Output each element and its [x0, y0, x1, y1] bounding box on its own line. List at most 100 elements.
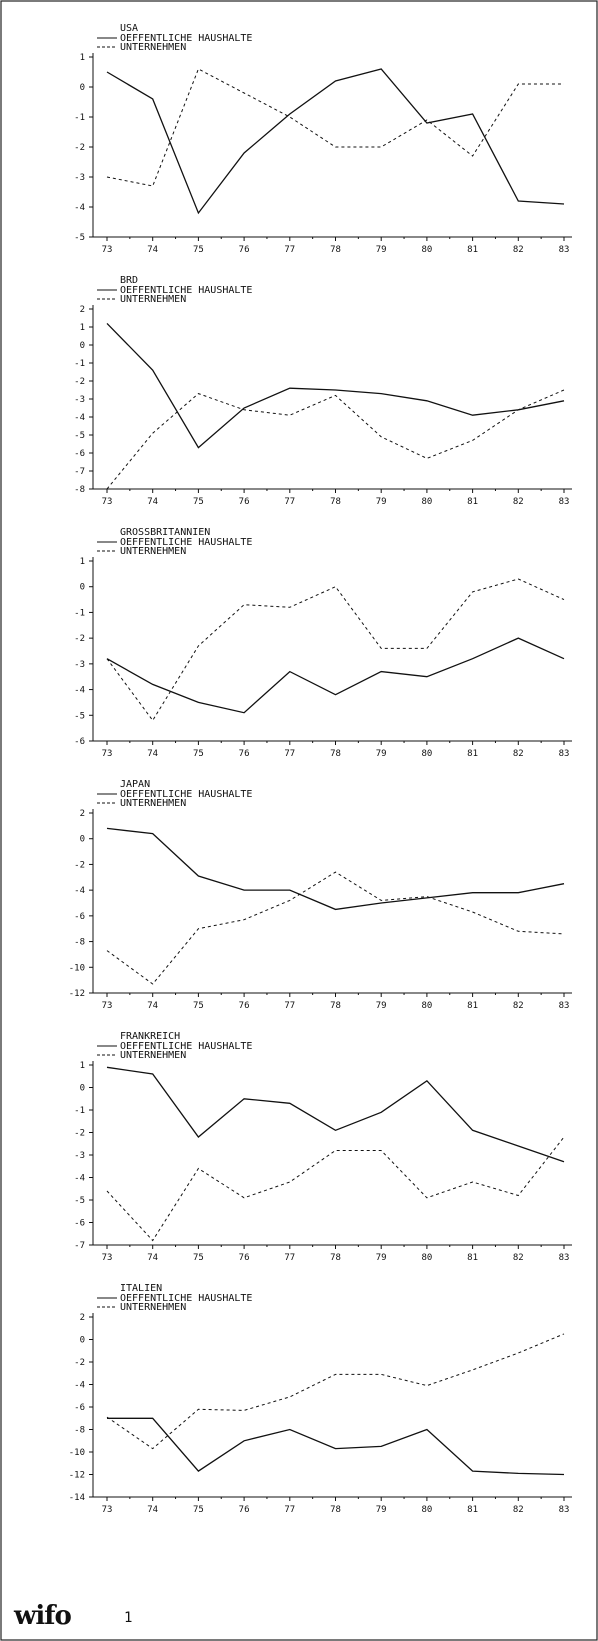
y-tick-label: -12 [69, 1471, 85, 1481]
x-tick-label: 75 [193, 1253, 204, 1263]
x-tick-label: 80 [421, 1001, 432, 1011]
x-tick-label: 73 [102, 749, 113, 759]
x-tick-label: 78 [330, 245, 341, 255]
y-tick-label: -4 [74, 413, 85, 423]
x-tick-label: 74 [147, 1253, 158, 1263]
x-tick-label: 73 [102, 1001, 113, 1011]
x-tick-label: 75 [193, 245, 204, 255]
y-tick-label: -2 [74, 634, 85, 644]
y-tick-label: -3 [74, 660, 85, 670]
x-tick-label: 83 [559, 1505, 570, 1515]
x-tick-label: 78 [330, 1253, 341, 1263]
y-tick-label: 0 [80, 835, 85, 845]
y-tick-label: -6 [74, 912, 85, 922]
y-tick-label: -10 [69, 963, 85, 973]
y-tick-label: -14 [69, 1493, 85, 1503]
series-line-unternehmen [106, 389, 565, 490]
y-tick-label: 0 [80, 341, 85, 351]
x-tick-label: 74 [147, 749, 158, 759]
y-tick-label: 0 [80, 583, 85, 593]
legend-label: UNTERNEHMEN [120, 1302, 186, 1313]
legend-label: OEFFENTLICHE HAUSHALTE [120, 33, 252, 44]
x-tick-label: 73 [102, 1505, 113, 1515]
wifo-logo: wifo [13, 1601, 72, 1631]
x-tick-label: 83 [559, 749, 570, 759]
y-tick-label: -6 [74, 1403, 85, 1413]
legend-label: UNTERNEHMEN [120, 42, 186, 53]
x-tick-label: 76 [239, 497, 250, 507]
x-tick-label: 76 [239, 1505, 250, 1515]
chart-title: ITALIEN [120, 1283, 162, 1294]
x-tick-label: 78 [330, 497, 341, 507]
series-line-haushalte [106, 827, 565, 911]
y-tick-label: -2 [74, 377, 85, 387]
x-tick-label: 82 [513, 245, 524, 255]
y-tick-label: -5 [74, 1196, 85, 1206]
series-line-unternehmen [106, 1136, 565, 1242]
x-tick-label: 77 [284, 497, 295, 507]
series-line-haushalte [106, 68, 565, 215]
x-tick-label: 74 [147, 497, 158, 507]
legend-label: OEFFENTLICHE HAUSHALTE [120, 789, 252, 800]
x-tick-label: 74 [147, 1001, 158, 1011]
x-tick-label: 79 [376, 749, 387, 759]
y-tick-label: -5 [74, 711, 85, 721]
x-tick-label: 76 [239, 1001, 250, 1011]
x-tick-label: 81 [467, 1505, 478, 1515]
y-tick-label: 2 [80, 809, 85, 819]
x-tick-label: 74 [147, 1505, 158, 1515]
y-tick-label: -1 [74, 608, 85, 618]
x-tick-label: 80 [421, 245, 432, 255]
logo-text: wifo [13, 1601, 71, 1631]
y-tick-label: -12 [69, 989, 85, 999]
series-line-haushalte [106, 322, 565, 449]
series-line-haushalte [106, 637, 565, 714]
y-tick-label: -1 [74, 113, 85, 123]
y-tick-label: 1 [80, 53, 85, 63]
x-tick-label: 82 [513, 1505, 524, 1515]
chart-title: GROSSBRITANNIEN [120, 527, 210, 538]
x-tick-label: 79 [376, 1001, 387, 1011]
x-tick-label: 81 [467, 1253, 478, 1263]
x-tick-label: 82 [513, 749, 524, 759]
series-line-unternehmen [106, 68, 564, 187]
legend-label: OEFFENTLICHE HAUSHALTE [120, 537, 252, 548]
x-tick-label: 80 [421, 1253, 432, 1263]
y-tick-label: -5 [74, 431, 85, 441]
legend-label: UNTERNEHMEN [120, 798, 186, 809]
chart-title: FRANKREICH [120, 1031, 180, 1042]
x-tick-label: 82 [513, 1001, 524, 1011]
x-tick-label: 77 [284, 1253, 295, 1263]
x-tick-label: 78 [330, 1001, 341, 1011]
x-tick-label: 78 [330, 1505, 341, 1515]
y-tick-label: 1 [80, 557, 85, 567]
y-tick-label: -4 [74, 203, 85, 213]
y-tick-label: -4 [74, 1381, 85, 1391]
series-line-haushalte [107, 1417, 565, 1476]
y-tick-label: -4 [74, 886, 85, 896]
x-tick-label: 77 [284, 1001, 295, 1011]
y-tick-label: -6 [74, 1219, 85, 1229]
legend-label: UNTERNEHMEN [120, 546, 186, 557]
x-tick-label: 75 [193, 1001, 204, 1011]
y-tick-label: -4 [74, 1174, 85, 1184]
chart-title: BRD [120, 275, 138, 286]
x-tick-label: 81 [467, 245, 478, 255]
y-tick-label: -8 [74, 938, 85, 948]
x-tick-label: 82 [513, 497, 524, 507]
x-tick-label: 80 [421, 749, 432, 759]
x-tick-label: 76 [239, 1253, 250, 1263]
x-tick-label: 77 [284, 749, 295, 759]
x-tick-label: 79 [376, 1253, 387, 1263]
y-tick-label: -6 [74, 449, 85, 459]
x-tick-label: 83 [559, 1253, 570, 1263]
x-tick-label: 82 [513, 1253, 524, 1263]
y-tick-label: -1 [74, 359, 85, 369]
page-number: 1 [124, 1610, 132, 1626]
x-tick-label: 77 [284, 245, 295, 255]
x-tick-label: 73 [102, 497, 113, 507]
